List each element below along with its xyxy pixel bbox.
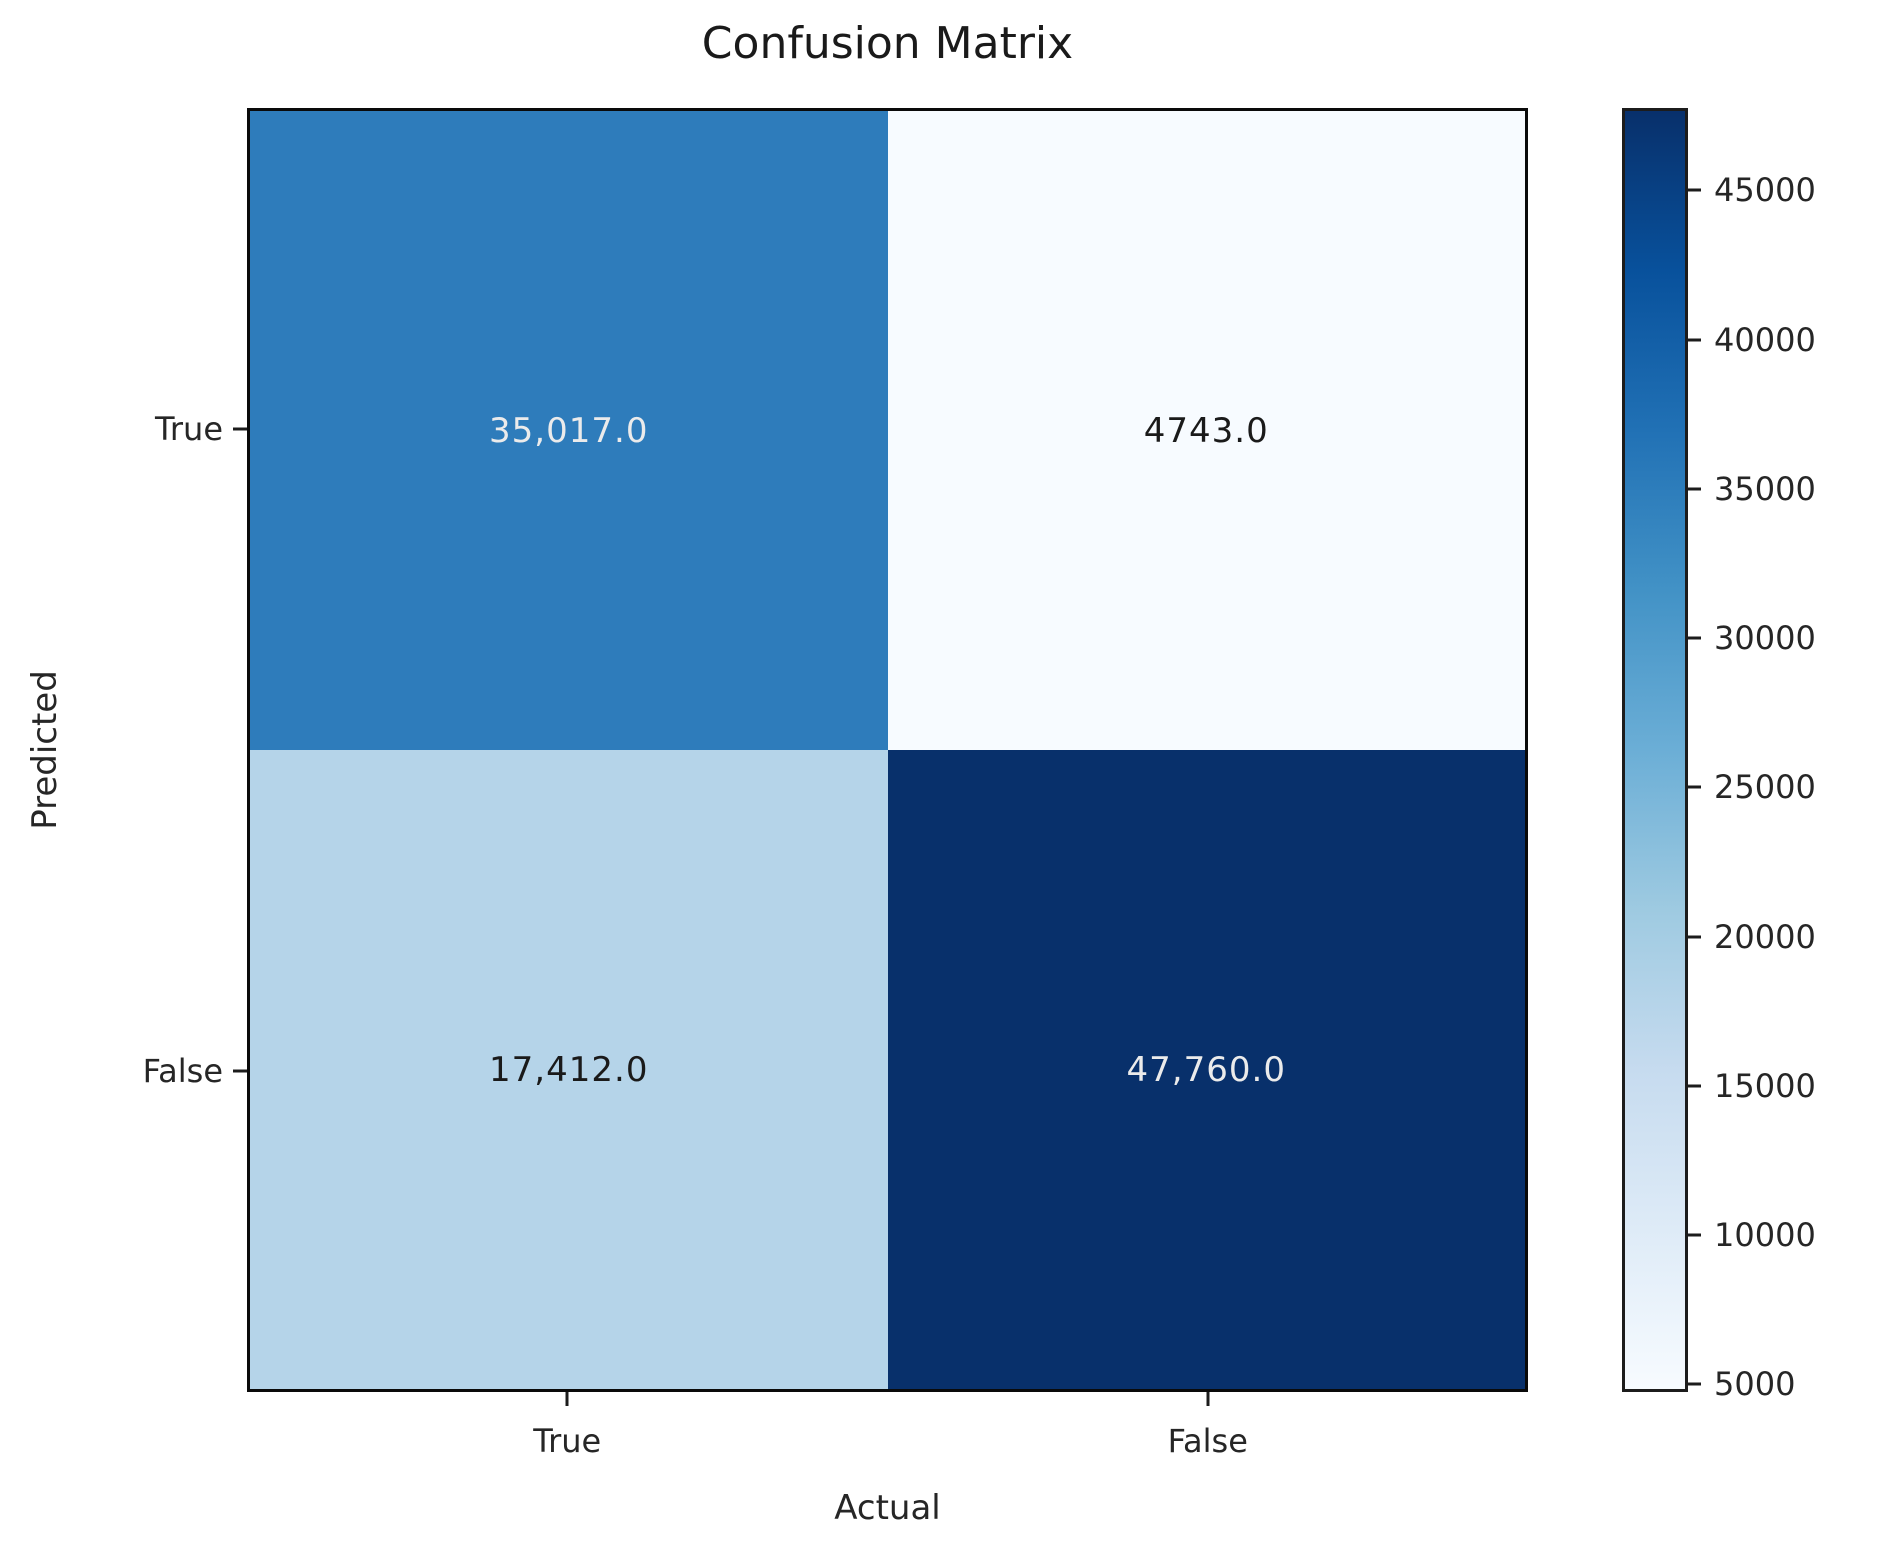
colorbar-tick-mark: [1688, 1382, 1701, 1386]
colorbar-tick-mark: [1688, 338, 1701, 342]
heatmap-cell-false-true: 17,412.0: [250, 750, 888, 1389]
colorbar-tick-mark: [1688, 935, 1701, 939]
colorbar-tick-label: 20000: [1714, 917, 1816, 956]
cell-value: 47,760.0: [1126, 1049, 1286, 1090]
colorbar-tick-mark: [1688, 1084, 1701, 1088]
x-axis-label: Actual: [834, 1488, 941, 1528]
colorbar-tick-mark: [1688, 1233, 1701, 1237]
heatmap-cell-true-false: 4743.0: [887, 111, 1525, 750]
colorbar-tick-label: 25000: [1714, 768, 1816, 807]
x-tick-label-false: False: [1167, 1422, 1248, 1460]
cell-value: 17,412.0: [489, 1049, 649, 1090]
colorbar-tick-label: 35000: [1714, 469, 1816, 508]
cell-value: 4743.0: [1143, 410, 1269, 451]
x-tick-label-true: True: [533, 1422, 602, 1460]
cell-value: 35,017.0: [489, 410, 649, 451]
colorbar-tick-label: 15000: [1714, 1066, 1816, 1105]
y-tick-label-true: True: [155, 410, 223, 448]
heatmap-cell-true-true: 35,017.0: [250, 111, 888, 750]
colorbar-tick-mark: [1688, 487, 1701, 491]
x-tick-mark: [565, 1392, 569, 1406]
colorbar-tick-mark: [1688, 188, 1701, 192]
colorbar: [1622, 108, 1688, 1392]
y-tick-mark: [233, 427, 247, 431]
colorbar-tick-label: 45000: [1714, 171, 1816, 210]
colorbar-tick-label: 40000: [1714, 320, 1816, 359]
colorbar-tick-mark: [1688, 785, 1701, 789]
x-tick-mark: [1206, 1392, 1210, 1406]
chart-title: Confusion Matrix: [701, 18, 1074, 69]
y-tick-label-false: False: [142, 1052, 223, 1090]
heatmap-plot: 35,017.0 4743.0 17,412.0 47,760.0: [247, 108, 1528, 1392]
heatmap-cell-false-false: 47,760.0: [887, 750, 1525, 1389]
colorbar-tick-label: 10000: [1714, 1216, 1816, 1255]
y-axis-label: Predicted: [25, 670, 65, 830]
colorbar-tick-label: 30000: [1714, 619, 1816, 658]
y-tick-mark: [233, 1069, 247, 1073]
colorbar-tick-mark: [1688, 636, 1701, 640]
colorbar-tick-label: 5000: [1714, 1365, 1796, 1404]
